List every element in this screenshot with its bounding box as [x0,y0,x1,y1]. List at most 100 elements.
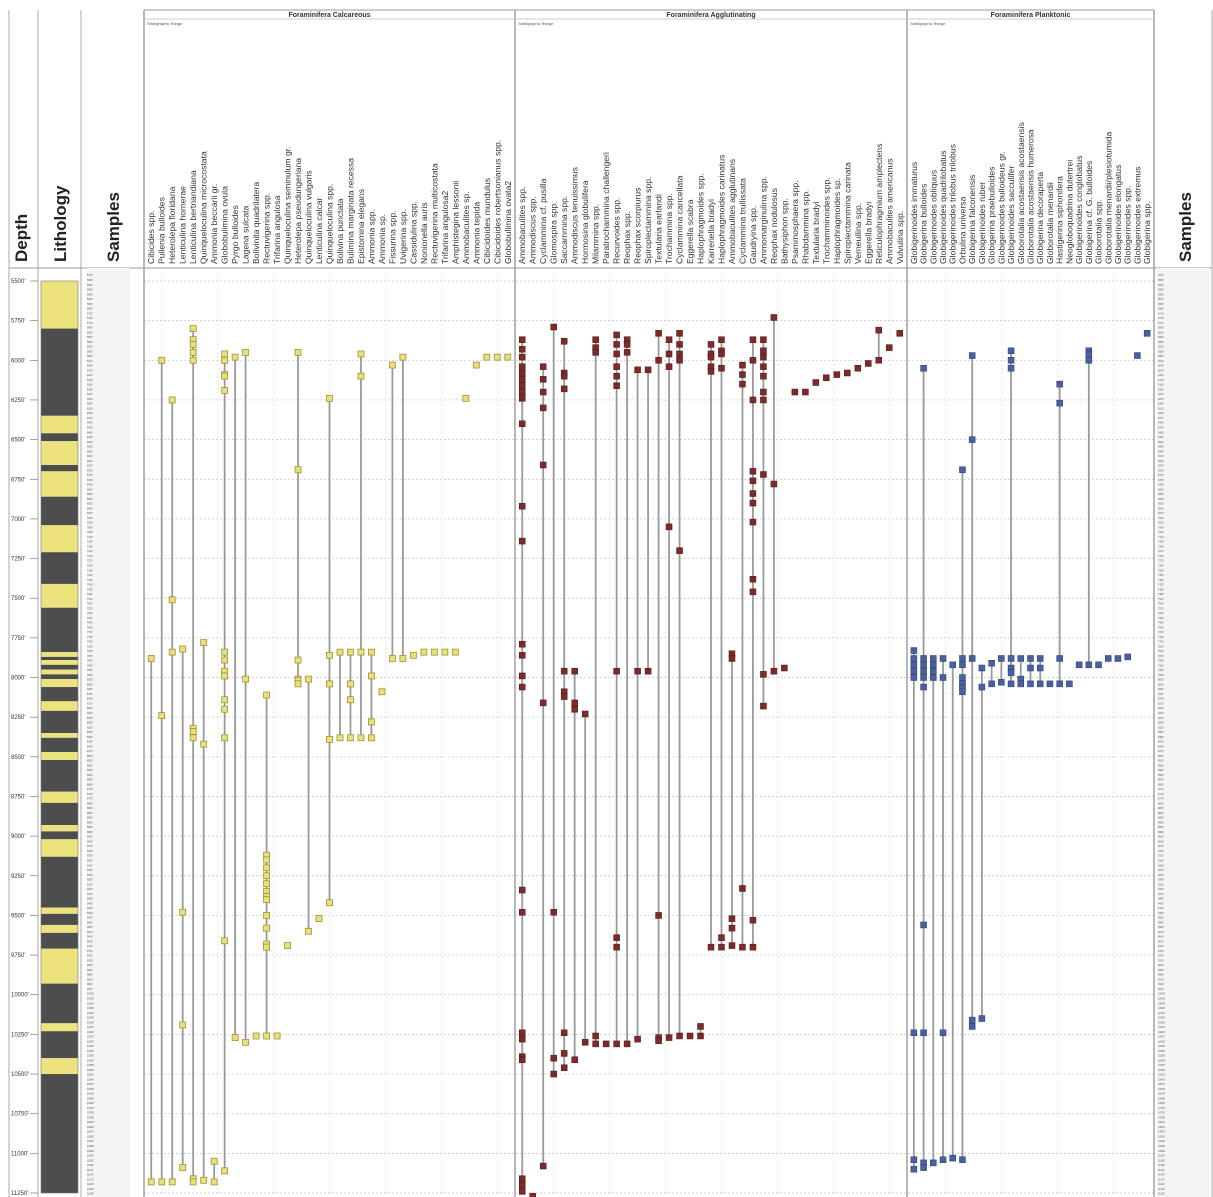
species-label: Bolivinita quadrilatera [251,182,261,264]
occurrence-marker [634,366,641,374]
lithology-sandstone [41,839,78,857]
sample-label-right: 7090' [1158,531,1164,534]
sample-label-left: 7630' [87,617,93,620]
occurrence-marker [550,909,557,916]
sample-label-left: 7360' [87,574,93,577]
occurrence-marker [357,734,365,742]
occurrence-marker [263,912,270,919]
occurrence-marker [378,688,386,696]
sample-label-right: 6010' [1158,360,1164,363]
depth-tick-label: 9250' [11,874,26,880]
occurrence-marker [189,1178,197,1186]
occurrence-marker [592,1040,599,1048]
lithology-shale [41,831,78,840]
depth-tick-label: 5750' [11,319,26,325]
species-label: Psammosphaera spp. [790,180,800,264]
sample-label-right: 6400' [1158,422,1164,425]
species-label: Lenticulina hornerae [178,186,188,264]
occurrence-marker [550,323,557,331]
sample-label-right: 5680' [1158,308,1164,311]
occurrence-marker [368,718,375,726]
occurrence-marker [221,705,229,713]
occurrence-marker [1056,399,1063,407]
sample-label-left: 6580' [87,450,93,453]
occurrence-marker [592,336,599,343]
sample-label-left: 7240' [87,555,93,558]
sample-label-left: 9070' [87,845,93,848]
species-label: Globobulimina ovata2 [503,181,513,264]
occurrence-marker [760,372,767,380]
lithology-sandstone [41,281,78,329]
occurrence-marker [959,674,966,681]
sample-label-right: 11230' [1158,1188,1165,1191]
sample-label-left: 6910' [87,503,93,506]
sample-label-right: 7390' [1158,579,1164,582]
lithology-column-title: Lithology [51,185,70,262]
occurrence-marker [518,1029,526,1037]
sample-label-right: 7210' [1158,550,1164,553]
occurrence-marker [221,734,229,742]
occurrence-marker [686,1032,694,1040]
sample-label-left: 5530' [87,284,93,287]
occurrence-marker [728,942,736,949]
sample-label-left: 6160' [87,384,93,387]
sample-label-right: 7900' [1158,660,1164,663]
sample-label-left: 10300' [87,1040,95,1043]
sample-label-left: 7120' [87,536,93,539]
occurrence-marker [920,655,927,662]
sample-label-left: 10780' [87,1116,95,1119]
sample-label-right: 6880' [1158,498,1164,501]
species-label: Karreriella bradyi [706,199,716,264]
group-title: Foraminifera Calcareous [288,12,370,19]
occurrence-marker [1085,350,1093,358]
depth-axis: 5500' 5750' 6000' 6250' 6500' 6750' 7000' 7250'… [11,279,38,1197]
sample-label-left: 8140' [87,698,93,701]
occurrence-marker [409,651,417,659]
species-label: Eggerella scabra [685,199,695,264]
sample-label-left: 10240' [87,1031,95,1034]
sample-label-right: 5650' [1158,303,1164,306]
species-label: Textularia bradyi [811,201,821,264]
species-label: Fissurina spp. [387,211,397,265]
species-label: Ammomarginulina spp. [758,176,768,264]
sample-label-right: 8770' [1158,798,1164,801]
lithology-shale [41,802,78,826]
occurrence-marker [189,356,197,364]
sample-label-left: 10330' [87,1045,95,1048]
sample-label-right: 10480' [1158,1069,1166,1072]
sample-label-left: 11200' [87,1183,94,1186]
sample-label-right: 9400' [1158,898,1164,901]
lithology-shale [41,1031,78,1059]
sample-label-right: 10900' [1158,1135,1166,1138]
sample-label-right: 6100' [1158,374,1164,377]
occurrence-marker [875,357,883,364]
occurrence-marker [665,1034,673,1041]
sample-label-right: 8440' [1158,745,1164,748]
occurrence-marker [959,661,966,669]
sample-label-right: 6550' [1158,446,1164,449]
sample-label-right: 10990' [1158,1150,1166,1153]
occurrence-marker [221,387,229,394]
sample-label-left: 9520' [87,917,93,920]
lithology-sandstone [41,652,78,657]
occurrence-marker [1124,653,1131,661]
species-label: Haplophragmoides sp. [832,178,842,264]
sample-label-right: 9100' [1158,850,1164,853]
sample-label-left: 10180' [87,1021,95,1024]
sample-label-left: 8470' [87,750,93,753]
sample-label-right: 10660' [1158,1097,1166,1100]
sample-label-right: 6850' [1158,493,1164,496]
sample-label-left: 10840' [87,1126,95,1129]
sample-label-left: 10390' [87,1055,95,1058]
occurrence-marker [560,1029,568,1037]
occurrence-marker [665,350,673,358]
occurrence-marker [326,680,333,688]
lithology-sandstone [41,733,78,738]
occurrence-marker [539,461,547,469]
sample-label-left: 9130' [87,855,93,858]
sample-label-right: 7300' [1158,564,1164,567]
sample-label-left: 8680' [87,783,93,786]
occurrence-marker [518,369,526,377]
occurrence-marker [968,436,976,443]
occurrence-marker [231,1034,239,1041]
